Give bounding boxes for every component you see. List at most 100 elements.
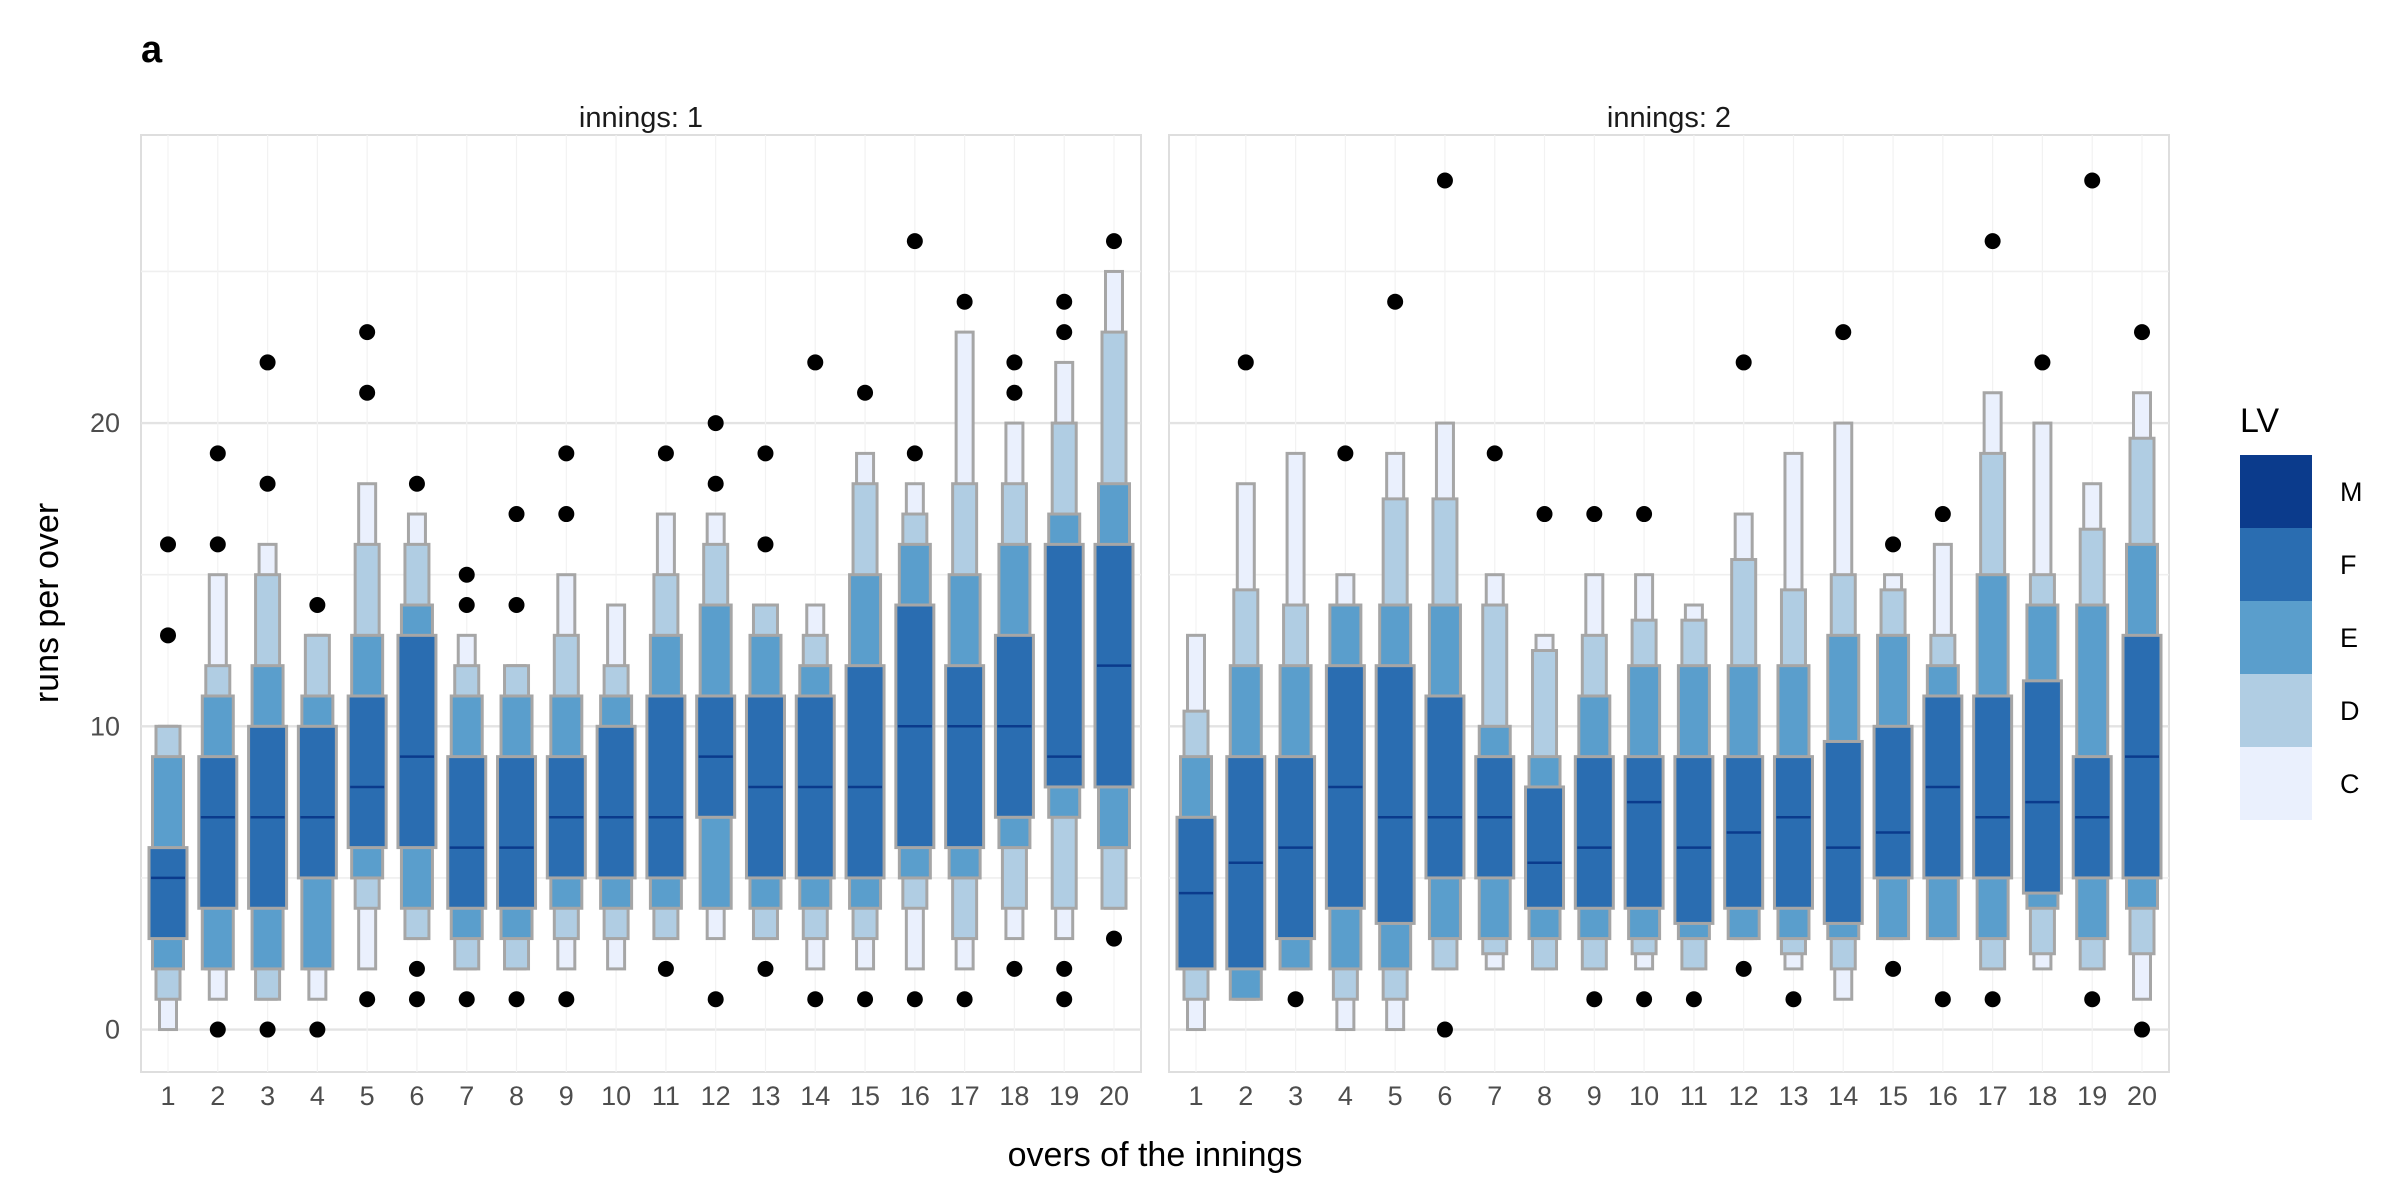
x-tick-label: 4 <box>1338 1081 1353 1111</box>
panel-tag: a <box>141 29 163 71</box>
letter-value-box-F <box>2021 679 2063 895</box>
lv-box-over-15 <box>1872 536 1914 977</box>
outlier-point <box>1056 960 1073 977</box>
lv-box-over-11 <box>1673 603 1715 1008</box>
letter-value-box-F <box>346 694 388 850</box>
outlier-point <box>1006 960 1023 977</box>
outlier-point <box>408 991 425 1008</box>
panel-innings-1: innings: 11 2 3 4 5 6 7 8 9 10 11 12 13 14 15 16 17 18 19 2… <box>140 102 1142 1111</box>
x-tick-label: 17 <box>950 1081 980 1111</box>
lv-box-over-6 <box>1424 172 1466 1038</box>
outlier-point <box>458 597 475 614</box>
x-tick-label: 9 <box>559 1081 574 1111</box>
outlier-point <box>359 991 376 1008</box>
x-tick-label: 2 <box>210 1081 225 1111</box>
lv-box-over-20 <box>2121 324 2163 1038</box>
x-tick-label: 5 <box>1388 1081 1403 1111</box>
legend-item-M: M <box>2240 455 2363 528</box>
outlier-point <box>1436 1021 1453 1038</box>
x-tick-label: 1 <box>1188 1081 1203 1111</box>
x-tick-label: 10 <box>1629 1081 1659 1111</box>
outlier-point <box>2034 354 2051 371</box>
lv-box-over-15 <box>844 384 886 1008</box>
outlier-point <box>558 506 575 523</box>
outlier-point <box>209 536 226 553</box>
outlier-point <box>2084 991 2101 1008</box>
lv-box-over-13 <box>1772 451 1814 1008</box>
x-tick-label: 13 <box>750 1081 780 1111</box>
letter-value-box-F <box>496 755 538 910</box>
letter-value-box-F <box>595 724 637 880</box>
lv-box-over-16 <box>894 233 936 1008</box>
x-tick-label: 3 <box>260 1081 275 1111</box>
outlier-point <box>1056 324 1073 341</box>
x-tick-label: 2 <box>1238 1081 1253 1111</box>
outlier-point <box>408 960 425 977</box>
outlier-point <box>857 991 874 1008</box>
x-tick-label: 3 <box>1288 1081 1303 1111</box>
panel-innings-2: innings: 21 2 3 4 5 6 7 8 9 10 11 12 13 14 15 16 17 18 19 2… <box>1168 102 2170 1111</box>
outlier-point <box>657 445 674 462</box>
x-tick-label: 5 <box>360 1081 375 1111</box>
x-tick-label: 17 <box>1978 1081 2008 1111</box>
outlier-point <box>160 536 176 553</box>
outlier-point <box>1586 991 1603 1008</box>
outlier-point <box>259 354 276 371</box>
outlier-point <box>956 991 973 1008</box>
legend-item-C: C <box>2240 747 2360 820</box>
outlier-point <box>807 991 824 1008</box>
lv-box-over-6 <box>396 475 438 1008</box>
lv-box-over-17 <box>1972 233 2014 1008</box>
lv-box-over-9 <box>545 445 587 1008</box>
outlier-point <box>757 536 774 553</box>
lv-box-over-5 <box>1374 293 1416 1032</box>
lv-box-over-8 <box>1524 506 1566 971</box>
outlier-point <box>259 1021 276 1038</box>
outlier-point <box>458 991 475 1008</box>
outlier-point <box>2134 1021 2150 1038</box>
letter-value-box-F <box>1573 755 1615 910</box>
lv-box-over-18 <box>993 354 1035 977</box>
outlier-point <box>1934 506 1951 523</box>
outlier-point <box>558 445 575 462</box>
lv-box-over-8 <box>496 506 538 1008</box>
outlier-point <box>1486 445 1503 462</box>
lv-box-over-19 <box>1043 293 1085 1008</box>
outlier-point <box>1685 991 1702 1008</box>
lv-box-over-4 <box>1324 445 1366 1032</box>
x-tick-label: 18 <box>999 1081 1029 1111</box>
legend-label: F <box>2340 550 2357 580</box>
outlier-point <box>458 566 475 583</box>
outlier-point <box>1885 960 1902 977</box>
lv-box-over-2 <box>1225 354 1267 1001</box>
legend-item-D: D <box>2240 674 2360 747</box>
letter-value-box-F <box>197 755 239 910</box>
lv-box-over-7 <box>1474 445 1516 971</box>
outlier-point <box>1636 506 1653 523</box>
legend: LV M F E D C <box>2240 402 2363 820</box>
lv-box-over-14 <box>1822 324 1864 1001</box>
outlier-point <box>707 991 724 1008</box>
outlier-point <box>1237 354 1254 371</box>
outlier-point <box>259 475 276 492</box>
lv-box-over-16 <box>1922 506 1964 1008</box>
lv-box-over-12 <box>695 415 737 1008</box>
outlier-point <box>508 506 525 523</box>
x-tick-label: 4 <box>310 1081 325 1111</box>
lv-box-over-19 <box>2071 172 2113 1008</box>
outlier-point <box>2134 324 2150 341</box>
x-tick-label: 8 <box>509 1081 524 1111</box>
lv-box-over-9 <box>1573 506 1615 1008</box>
outlier-point <box>657 960 674 977</box>
legend-label: E <box>2340 623 2358 653</box>
letter-value-box-F <box>1772 755 1814 910</box>
outlier-point <box>1536 506 1553 523</box>
outlier-point <box>1785 991 1802 1008</box>
outlier-point <box>209 445 226 462</box>
strip-title: innings: 1 <box>579 102 703 134</box>
lv-box-over-7 <box>446 566 488 1008</box>
outlier-point <box>1106 930 1122 947</box>
x-tick-label: 16 <box>900 1081 930 1111</box>
legend-swatch <box>2240 674 2312 747</box>
y-tick-label: 10 <box>90 711 120 741</box>
